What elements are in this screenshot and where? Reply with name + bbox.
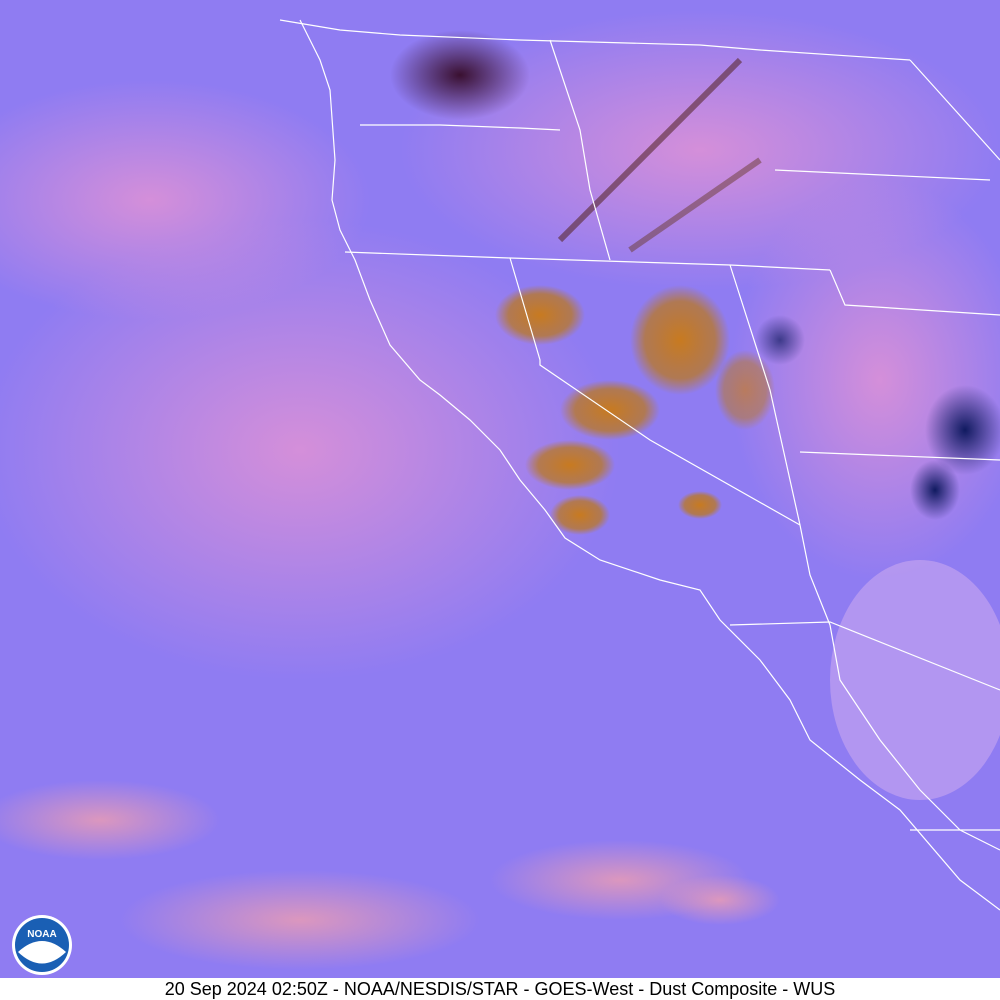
caption: 20 Sep 2024 02:50Z - NOAA/NESDIS/STAR - … (0, 978, 1000, 1000)
noaa-logo: NOAA (12, 915, 72, 975)
logo-text: NOAA (27, 929, 56, 940)
cloud-regions (0, 10, 1000, 970)
boundaries (279, 19, 1000, 911)
satellite-image: NOAA (0, 0, 1000, 978)
